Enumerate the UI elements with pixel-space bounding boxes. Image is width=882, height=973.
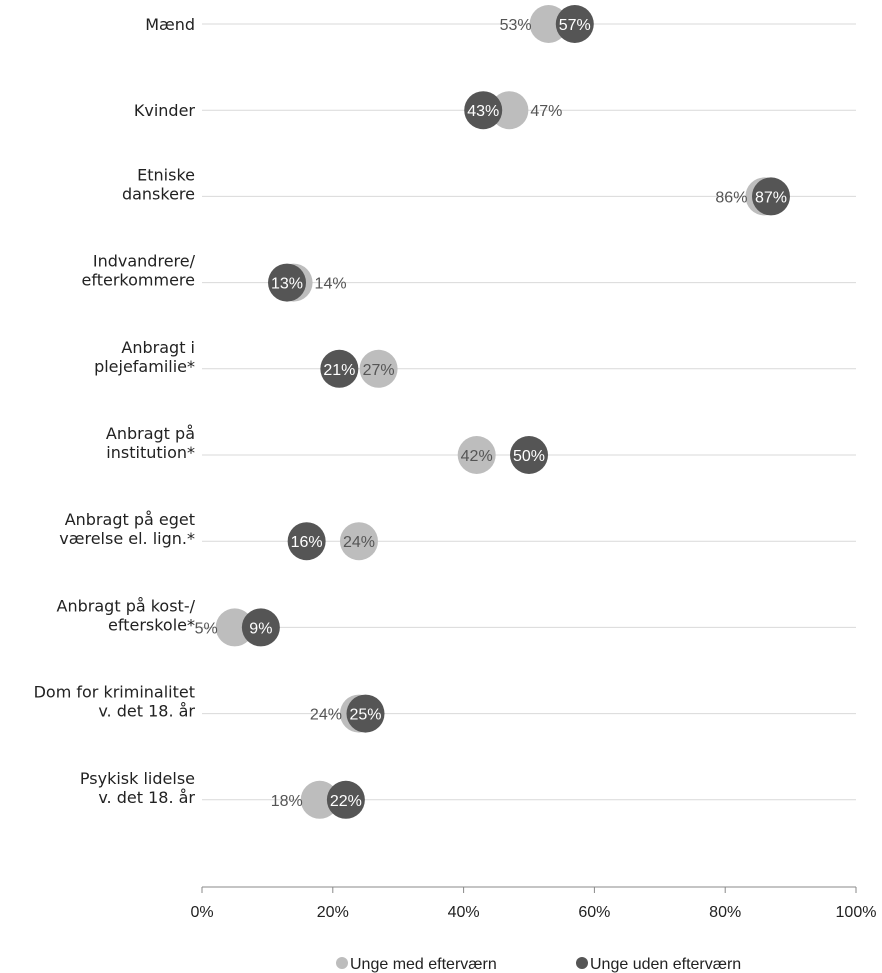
dot-uden-efterværn	[268, 263, 307, 302]
category-label: Dom for kriminalitet v. det 18. år	[34, 683, 196, 721]
dot-uden-efterværn	[555, 5, 594, 43]
data-label-uden-efterværn: 87%	[755, 189, 787, 206]
dot-med-efterværn	[300, 780, 339, 819]
data-label-med-efterværn: 14%	[315, 276, 347, 293]
data-label-med-efterværn: 24%	[343, 534, 375, 551]
x-tick-label: 80%	[709, 904, 741, 921]
dot-med-efterværn	[490, 91, 529, 130]
x-axis: 0% 20% 40% 60% 80% 100%	[190, 886, 877, 921]
dot-med-efterværn	[457, 436, 496, 474]
dot-med-efterværn	[529, 5, 568, 43]
data-label-uden-efterværn: 9%	[249, 620, 272, 637]
dot-med-efterværn	[339, 522, 378, 561]
data-label-uden-efterværn: 21%	[323, 362, 355, 379]
data-label-med-efterværn: 24%	[310, 707, 342, 724]
category-label: Anbragt på institution*	[106, 424, 195, 462]
data-label-uden-efterværn: 16%	[291, 534, 323, 551]
x-tick-label: 20%	[317, 904, 349, 921]
category-label: Anbragt i plejefamilie*	[94, 338, 195, 376]
dot-uden-efterværn	[287, 522, 326, 561]
data-label-med-efterværn: 18%	[271, 793, 303, 810]
data-label-med-efterværn: 86%	[715, 189, 747, 206]
data-label-uden-efterværn: 57%	[559, 17, 591, 34]
dot-uden-efterværn	[346, 694, 385, 733]
dot-med-efterværn	[215, 608, 254, 647]
dot-uden-efterværn	[320, 349, 359, 388]
category-labels: Mænd Kvinder Etniske danskere Indvandrere/ef…	[34, 15, 196, 807]
dot-uden-efterværn	[751, 177, 790, 216]
data-label-med-efterværn: 27%	[363, 362, 395, 379]
data-points: 53% 57% 47% 43% 86% 87% 14% 13% 27% 21% 42% 50% 24% 1…	[195, 5, 790, 819]
dot-uden-efterværn	[510, 436, 548, 474]
data-label-med-efterværn: 42%	[461, 448, 493, 465]
data-label-uden-efterværn: 13%	[271, 276, 303, 293]
gridlines	[202, 23, 856, 801]
data-label-med-efterværn: 47%	[530, 103, 562, 120]
data-label-uden-efterværn: 43%	[467, 103, 499, 120]
category-label: Etniske danskere	[122, 165, 195, 203]
category-label: Indvandrere/efterkommere	[82, 252, 196, 290]
category-label: Anbragt på eget værelse el. lign.*	[59, 510, 195, 548]
legend-label: Unge uden efterværn	[590, 956, 741, 973]
category-label: Psykisk lidelse v. det 18. år	[80, 769, 196, 807]
data-label-uden-efterværn: 22%	[330, 793, 362, 810]
dot-uden-efterværn	[326, 780, 365, 819]
dot-uden-efterværn	[241, 608, 280, 647]
data-label-med-efterværn: 53%	[500, 17, 532, 34]
data-label-med-efterværn: 5%	[195, 620, 218, 637]
data-label-uden-efterværn: 25%	[349, 707, 381, 724]
category-label: Mænd	[145, 15, 195, 34]
x-tick-label: 60%	[578, 904, 610, 921]
legend-marker	[336, 957, 348, 969]
x-tick-label: 40%	[448, 904, 480, 921]
category-label: Kvinder	[134, 101, 196, 120]
x-tick-label: 100%	[836, 904, 877, 921]
legend-label: Unge med efterværn	[350, 956, 497, 973]
legend-marker	[576, 957, 588, 969]
dot-med-efterværn	[359, 349, 398, 388]
legend: Unge med efterværn Unge uden efterværn	[336, 956, 741, 973]
dot-uden-efterværn	[464, 91, 503, 130]
category-label: Anbragt på kost-/efterskole*	[57, 596, 196, 634]
data-label-uden-efterværn: 50%	[513, 448, 545, 465]
x-tick-label: 0%	[190, 904, 213, 921]
